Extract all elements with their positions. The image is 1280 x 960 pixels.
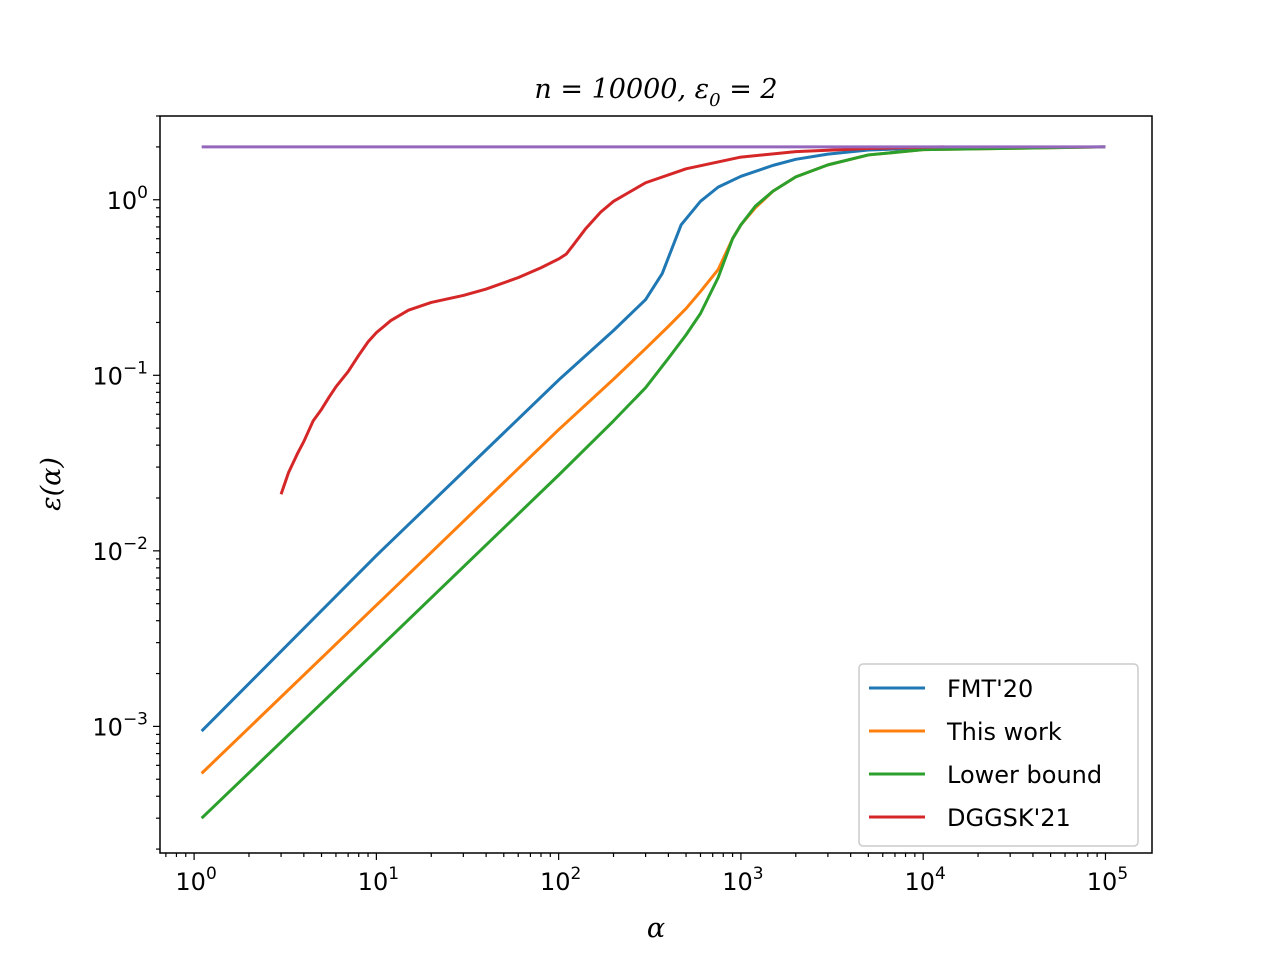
x-tick-label-base: 10 — [1087, 868, 1118, 896]
y-tick-label: 100 — [107, 183, 148, 215]
chart-title-sub: 0 — [709, 90, 720, 111]
x-tick-label: 101 — [358, 864, 399, 896]
x-tick-label: 100 — [175, 864, 216, 896]
y-tick-label-base: 10 — [92, 362, 123, 390]
x-tick-label: 104 — [905, 864, 946, 896]
x-tick-label-base: 10 — [175, 868, 206, 896]
plot-frame — [159, 115, 1153, 854]
legend-label: DGGSK'21 — [947, 804, 1071, 832]
x-tick-label-base: 10 — [905, 868, 936, 896]
x-tick-label-exp: 0 — [206, 864, 217, 884]
y-tick-label: 10−2 — [92, 534, 148, 566]
x-tick-label-exp: 5 — [1117, 864, 1128, 884]
y-tick-label-base: 10 — [92, 713, 123, 741]
x-tick-label: 102 — [540, 864, 581, 896]
x-tick-label-exp: 2 — [571, 864, 582, 884]
chart-title-tail: = 2 — [721, 74, 778, 105]
y-tick-label-base: 10 — [107, 187, 138, 215]
chart-title-base: n = 10000, ε — [534, 74, 709, 105]
y-tick-label-exp: −3 — [123, 709, 148, 729]
legend-label: FMT'20 — [947, 675, 1033, 703]
x-axis-label: α — [647, 913, 665, 944]
series-line-3 — [279, 145, 945, 495]
x-tick-label-base: 10 — [722, 868, 753, 896]
series-line-0 — [200, 145, 1106, 733]
series-layer — [200, 145, 1106, 820]
y-tick-label-base: 10 — [92, 538, 123, 566]
legend-label: This work — [946, 718, 1062, 746]
y-tick-label-exp: 0 — [137, 183, 148, 203]
y-axis-label: ε(α) — [36, 457, 67, 511]
legend-label: Lower bound — [947, 761, 1102, 789]
x-tick-label: 105 — [1087, 864, 1128, 896]
y-tick-label: 10−1 — [92, 358, 148, 390]
x-tick-label-base: 10 — [540, 868, 571, 896]
x-tick-label-exp: 4 — [935, 864, 946, 884]
y-tick-label-exp: −1 — [123, 358, 148, 378]
x-tick-label-exp: 3 — [753, 864, 764, 884]
legend: FMT'20 This work Lower bound DGGSK'21 — [858, 663, 1139, 847]
chart-title: n = 10000, ε0 = 2 — [534, 74, 777, 111]
legend-box — [858, 663, 1139, 847]
y-tick-label: 10−3 — [92, 709, 148, 741]
y-tick-label-exp: −2 — [123, 534, 148, 554]
x-tick-label-base: 10 — [358, 868, 389, 896]
x-tick-label-exp: 1 — [388, 864, 399, 884]
x-tick-label: 103 — [722, 864, 763, 896]
series-line-2 — [200, 145, 1106, 820]
